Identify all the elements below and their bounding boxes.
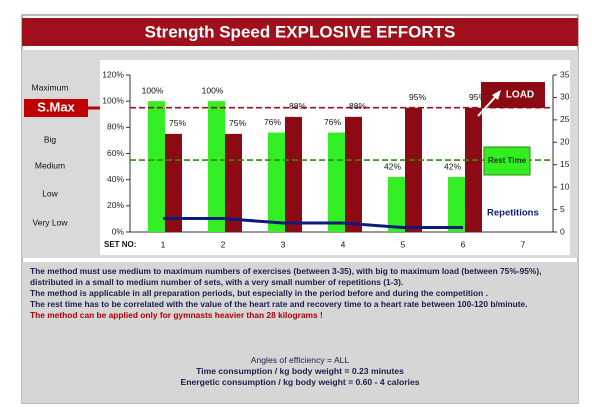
x-tick-label: 4	[341, 239, 346, 249]
summary: Angles of efficiency = ALL Time consumpti…	[30, 355, 570, 388]
bar	[148, 101, 165, 233]
y-tick-label: 120%	[102, 69, 124, 79]
x-tick-label: 5	[401, 239, 406, 249]
notes: The method must use medium to maximum nu…	[30, 266, 570, 321]
data-label: 95%	[469, 92, 486, 102]
bar	[225, 133, 242, 232]
side-highlight	[24, 99, 88, 117]
y-tick-label: 60%	[107, 148, 124, 158]
summary-line: Angles of efficiency = ALL	[250, 355, 350, 365]
summary-line: Energetic consumption / kg body weight =…	[180, 377, 420, 387]
x-axis-label: SET NO:	[104, 240, 136, 249]
side-label: Medium	[35, 160, 65, 170]
legend-box	[483, 146, 531, 176]
y-tick-label: 20%	[107, 200, 124, 210]
data-label: 95%	[409, 92, 426, 102]
y2-tick-label: 30	[560, 92, 570, 102]
x-tick-label: 3	[281, 239, 286, 249]
y2-tick-label: 15	[560, 159, 570, 169]
y-tick-label: 40%	[107, 174, 124, 184]
data-label: 100%	[142, 85, 164, 95]
x-tick-label: 7	[521, 239, 526, 249]
text-panel	[22, 262, 578, 403]
y-tick-label: 100%	[102, 95, 124, 105]
bar	[328, 132, 345, 232]
legend-label: Repetitions	[487, 208, 539, 219]
data-label: 88%	[349, 101, 366, 111]
bar	[165, 133, 182, 232]
data-label: 1	[407, 211, 412, 220]
y2-tick-label: 0	[560, 226, 565, 236]
y-tick-label: 80%	[107, 122, 124, 132]
note: The rest time has to be correlated with …	[30, 299, 528, 309]
bar	[345, 116, 362, 232]
y2-tick-label: 5	[560, 204, 565, 214]
bar	[285, 116, 302, 232]
data-label: 88%	[289, 101, 306, 111]
side-label: Very Low	[33, 217, 69, 227]
note: The method is applicable in all preparat…	[30, 288, 488, 298]
bar	[388, 177, 405, 232]
y2-tick-label: 10	[560, 181, 570, 191]
x-tick-label: 6	[461, 239, 466, 249]
side-label: Maximum	[32, 82, 69, 92]
legend-arrowhead	[492, 90, 501, 100]
data-label: 75%	[169, 118, 186, 128]
title-banner	[22, 18, 578, 46]
side-label: Low	[42, 188, 58, 198]
line	[163, 217, 463, 230]
legend-box	[481, 82, 545, 108]
data-label: 100%	[202, 85, 224, 95]
y2-tick-label: 35	[560, 69, 570, 79]
chart-title: Strength Speed EXPLOSIVE EFFORTS	[145, 22, 456, 41]
data-label: 76%	[324, 117, 341, 127]
data-label: 42%	[444, 161, 461, 171]
data-label: 76%	[264, 117, 281, 127]
y2-tick-label: 25	[560, 114, 570, 124]
legend-arrow	[477, 93, 499, 117]
legend-label: LOAD	[506, 90, 534, 101]
data-label: 75%	[229, 118, 246, 128]
y-tick-label: 0%	[112, 226, 125, 236]
bar	[268, 132, 285, 232]
data-label: 2	[347, 206, 352, 215]
data-label: 2	[287, 206, 292, 215]
bar	[405, 107, 422, 232]
x-tick-label: 1	[161, 239, 166, 249]
bar	[465, 107, 482, 232]
side-label: S.Max	[37, 99, 75, 114]
warning: The method can be applied only for gymna…	[30, 310, 323, 320]
data-label: 3	[167, 202, 172, 211]
data-label: 3	[227, 202, 232, 211]
bar	[448, 177, 465, 232]
legend-label: Rest Time	[488, 156, 527, 165]
x-tick-label: 2	[221, 239, 226, 249]
note: The method must use medium to maximum nu…	[30, 266, 542, 287]
bar	[208, 101, 225, 233]
summary-line: Time consumption / kg body weight = 0.23…	[196, 366, 404, 376]
data-label: 1	[467, 211, 472, 220]
data-label: 42%	[384, 161, 401, 171]
side-label: Big	[44, 134, 57, 144]
y2-tick-label: 20	[560, 137, 570, 147]
